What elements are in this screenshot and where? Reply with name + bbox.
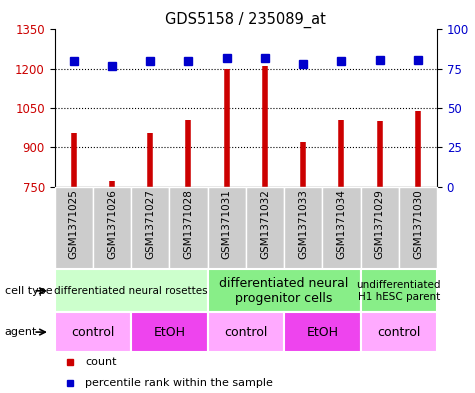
- Bar: [361, 312, 437, 352]
- Text: control: control: [71, 325, 114, 339]
- Bar: [246, 187, 284, 269]
- Bar: [284, 187, 323, 269]
- Text: GSM1371025: GSM1371025: [69, 189, 79, 259]
- Bar: [322, 187, 361, 269]
- Bar: [170, 187, 208, 269]
- Text: control: control: [224, 325, 267, 339]
- Bar: [208, 187, 246, 269]
- Text: EtOH: EtOH: [153, 325, 185, 339]
- Text: GSM1371030: GSM1371030: [413, 189, 423, 259]
- Text: percentile rank within the sample: percentile rank within the sample: [85, 378, 273, 387]
- Text: GSM1371031: GSM1371031: [222, 189, 232, 259]
- Bar: [131, 312, 208, 352]
- Bar: [284, 312, 361, 352]
- Text: control: control: [377, 325, 420, 339]
- Bar: [55, 187, 93, 269]
- Text: undifferentiated
H1 hESC parent: undifferentiated H1 hESC parent: [357, 280, 441, 301]
- Text: differentiated neural
progenitor cells: differentiated neural progenitor cells: [219, 277, 349, 305]
- Text: GSM1371034: GSM1371034: [336, 189, 346, 259]
- Text: GSM1371033: GSM1371033: [298, 189, 308, 259]
- Text: agent: agent: [5, 327, 37, 337]
- Bar: [93, 187, 131, 269]
- Bar: [208, 312, 284, 352]
- Bar: [361, 269, 437, 312]
- Bar: [55, 269, 208, 312]
- Bar: [55, 312, 131, 352]
- Title: GDS5158 / 235089_at: GDS5158 / 235089_at: [165, 12, 326, 28]
- Text: GSM1371026: GSM1371026: [107, 189, 117, 259]
- Bar: [131, 187, 170, 269]
- Text: GSM1371032: GSM1371032: [260, 189, 270, 259]
- Text: differentiated neural rosettes: differentiated neural rosettes: [54, 286, 208, 296]
- Text: GSM1371028: GSM1371028: [183, 189, 193, 259]
- Text: count: count: [85, 357, 117, 367]
- Bar: [399, 187, 437, 269]
- Text: cell type: cell type: [5, 286, 52, 296]
- Text: GSM1371027: GSM1371027: [145, 189, 155, 259]
- Text: GSM1371029: GSM1371029: [375, 189, 385, 259]
- Bar: [361, 187, 399, 269]
- Bar: [208, 269, 361, 312]
- Text: EtOH: EtOH: [306, 325, 338, 339]
